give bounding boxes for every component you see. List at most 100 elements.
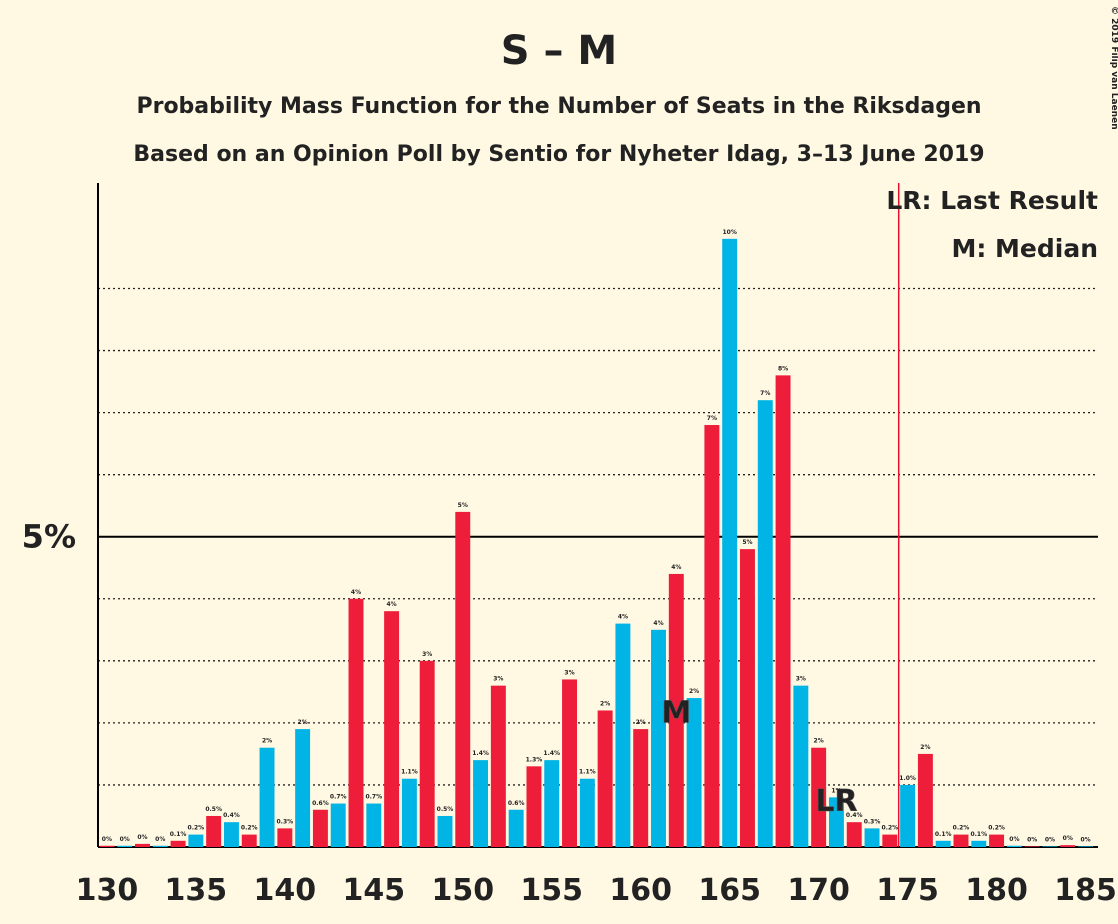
bar xyxy=(473,760,489,847)
bar xyxy=(170,840,186,847)
x-tick-label: 170 xyxy=(787,873,850,908)
x-tick-label: 150 xyxy=(431,873,494,908)
value-label: 0.2% xyxy=(188,825,205,832)
annotation: LR xyxy=(815,784,857,819)
chart-subtitle: Probability Mass Function for the Number… xyxy=(136,94,981,119)
bar xyxy=(117,845,133,847)
value-label: 2% xyxy=(636,719,646,726)
value-label: 0% xyxy=(1009,836,1019,843)
value-label: 0% xyxy=(120,836,130,843)
bar xyxy=(633,729,649,847)
bar xyxy=(579,778,595,847)
value-label: 0.2% xyxy=(953,825,970,832)
bar xyxy=(312,809,328,847)
value-label: 7% xyxy=(707,415,717,422)
chart-title: S – M xyxy=(501,28,617,74)
chart-subtitle: Based on an Opinion Poll by Sentio for N… xyxy=(133,142,984,167)
value-label: 1.4% xyxy=(543,750,560,757)
bar xyxy=(188,834,204,847)
x-tick-label: 165 xyxy=(698,873,761,908)
value-label: 1.1% xyxy=(401,769,418,776)
value-label: 1.0% xyxy=(899,775,916,782)
bar xyxy=(277,828,293,847)
value-label: 7% xyxy=(760,390,770,397)
bar xyxy=(455,511,471,847)
bar xyxy=(668,573,684,847)
bar xyxy=(152,845,168,847)
bar xyxy=(437,815,453,847)
value-label: 2% xyxy=(262,738,272,745)
value-label: 2% xyxy=(600,700,610,707)
value-label: 0.5% xyxy=(437,806,454,813)
value-label: 0.1% xyxy=(935,831,952,838)
bar xyxy=(686,698,702,847)
value-label: 1.3% xyxy=(526,756,543,763)
bar xyxy=(419,660,435,847)
value-label: 2% xyxy=(920,744,930,751)
bar xyxy=(366,803,382,847)
bar xyxy=(223,822,239,847)
x-tick-label: 185 xyxy=(1054,873,1117,908)
bar xyxy=(651,629,666,847)
bar xyxy=(401,778,417,847)
bar xyxy=(704,425,720,847)
legend-label: LR: Last Result xyxy=(886,186,1098,215)
x-tick-label: 155 xyxy=(520,873,583,908)
bar xyxy=(1006,845,1022,847)
bar xyxy=(864,828,880,847)
bar xyxy=(793,685,809,847)
value-label: 0.4% xyxy=(223,812,240,819)
annotation: M xyxy=(661,695,691,730)
bar xyxy=(526,766,542,847)
bar xyxy=(135,843,150,847)
value-label: 0% xyxy=(1027,836,1037,843)
value-label: 0.7% xyxy=(330,794,347,801)
bar xyxy=(295,729,311,847)
value-label: 0% xyxy=(155,836,165,843)
bar xyxy=(206,815,222,847)
bar xyxy=(597,710,613,847)
bar xyxy=(971,840,987,847)
value-label: 5% xyxy=(458,502,468,509)
value-label: 4% xyxy=(387,601,397,608)
bar xyxy=(615,623,631,847)
bar xyxy=(917,753,933,847)
bar xyxy=(330,803,346,847)
value-label: 0.2% xyxy=(881,825,898,832)
value-label: 3% xyxy=(796,676,806,683)
value-label: 3% xyxy=(493,676,503,683)
value-label: 0% xyxy=(1080,836,1090,843)
value-label: 4% xyxy=(351,589,361,596)
value-label: 4% xyxy=(653,620,663,627)
bar xyxy=(544,760,560,847)
bar xyxy=(882,834,898,847)
value-label: 0.6% xyxy=(312,800,329,807)
bar xyxy=(1042,846,1058,847)
legend-label: M: Median xyxy=(951,234,1098,263)
bar xyxy=(1078,846,1094,847)
value-label: 8% xyxy=(778,365,788,372)
bar xyxy=(739,549,755,847)
value-label: 0% xyxy=(137,834,147,841)
value-label: 0.5% xyxy=(205,806,222,813)
bar xyxy=(953,834,969,847)
bar xyxy=(989,834,1005,847)
value-label: 0.2% xyxy=(241,825,258,832)
value-label: 0.1% xyxy=(970,831,987,838)
value-label: 2% xyxy=(814,738,824,745)
credit: © 2019 Filip van Laenen xyxy=(1109,6,1118,130)
bar xyxy=(1060,845,1076,847)
value-label: 4% xyxy=(671,564,681,571)
bar xyxy=(1024,846,1040,847)
bar xyxy=(259,747,275,847)
bar xyxy=(757,400,773,847)
value-label: 0.3% xyxy=(864,818,881,825)
value-label: 4% xyxy=(618,614,628,621)
value-label: 1.1% xyxy=(579,769,596,776)
bar xyxy=(348,598,364,847)
bar xyxy=(811,747,827,847)
value-label: 0% xyxy=(1063,835,1073,842)
x-tick-label: 140 xyxy=(254,873,317,908)
bar xyxy=(384,611,400,847)
